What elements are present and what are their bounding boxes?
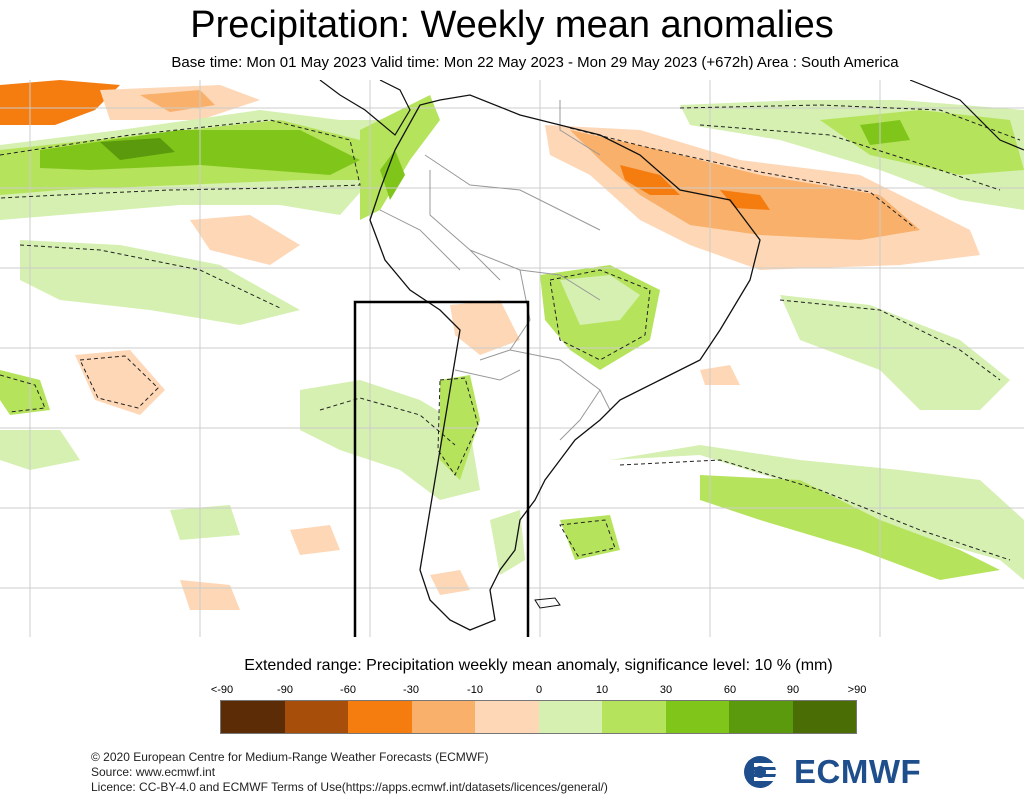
- focus-region-box: [353, 300, 530, 637]
- legend-color-swatch: [348, 701, 412, 733]
- dry-anomaly-patch: [75, 350, 165, 415]
- legend-color-swatch: [411, 701, 475, 733]
- legend-label: 60: [723, 684, 737, 696]
- legend-color-swatch: [475, 701, 539, 733]
- dry-anomaly-patch: [430, 570, 470, 595]
- legend-color-swatch: [538, 701, 602, 733]
- ecmwf-logo-icon: [744, 756, 788, 788]
- legend-title: Extended range: Precipitation weekly mea…: [244, 657, 833, 674]
- copyright-line: © 2020 European Centre for Medium-Range …: [91, 750, 489, 764]
- dry-anomaly-patch: [0, 80, 120, 125]
- lat-lon-grid: [0, 80, 1024, 637]
- legend-color-swatch: [729, 701, 793, 733]
- wet-anomaly-patch: [100, 138, 175, 160]
- legend-label: 10: [595, 684, 609, 696]
- legend-color-swatch: [221, 701, 285, 733]
- dry-anomaly-patch: [450, 300, 520, 355]
- precipitation-anomaly-map: [0, 80, 1024, 637]
- wet-anomaly-patch: [490, 510, 525, 575]
- chart-title: Precipitation: Weekly mean anomalies: [190, 4, 834, 46]
- legend-label: -10: [467, 684, 483, 696]
- ecmwf-logo-text: ECMWF: [794, 753, 922, 790]
- wet-anomaly-patch: [610, 445, 1024, 580]
- wet-anomaly-patch: [170, 505, 240, 540]
- wet-anomaly-patch: [700, 475, 1000, 580]
- country-borders: [379, 100, 611, 441]
- africa-coastline-fragment: [909, 80, 1024, 151]
- wet-anomaly-patch: [860, 120, 910, 145]
- falkland-islands: [534, 597, 561, 609]
- dry-anomaly-patch: [190, 215, 300, 265]
- legend-label: >90: [847, 684, 867, 696]
- significance-contours: [0, 104, 1021, 561]
- dry-anomaly-patch: [140, 90, 215, 112]
- wet-anomaly-patch: [780, 295, 1010, 410]
- legend-color-swatch: [665, 701, 729, 733]
- legend-label: -30: [403, 684, 419, 696]
- legend-label: 90: [786, 684, 800, 696]
- legend-color-swatch: [602, 701, 666, 733]
- licence-line: Licence: CC-BY-4.0 and ECMWF Terms of Us…: [91, 780, 608, 794]
- dry-anomaly-patch: [290, 525, 340, 555]
- legend-color-swatch: [792, 701, 856, 733]
- chart-subtitle: Base time: Mon 01 May 2023 Valid time: M…: [171, 54, 899, 71]
- legend-label: 0: [535, 684, 543, 696]
- wet-anomaly-patch: [300, 380, 480, 500]
- wet-anomaly-patch: [560, 515, 620, 560]
- legend-labels: <-90 -90 -60 -30 -10 0 10 30 60 90 >90: [0, 684, 1024, 698]
- dry-anomaly-patch: [700, 365, 740, 385]
- wet-anomaly-patch: [0, 430, 80, 470]
- legend-label: 30: [659, 684, 673, 696]
- source-line: Source: www.ecmwf.int: [91, 765, 216, 779]
- legend-label: <-90: [210, 684, 234, 696]
- ecmwf-logo: ECMWF: [742, 752, 952, 792]
- legend-colorbar: [220, 700, 857, 734]
- wet-anomaly-patch: [20, 240, 300, 325]
- legend-label: -60: [340, 684, 356, 696]
- south-america-coastline: [369, 94, 761, 631]
- legend-label: -90: [277, 684, 293, 696]
- wet-anomaly-patch: [0, 370, 50, 415]
- legend-color-swatch: [284, 701, 348, 733]
- footer-credits: © 2020 European Centre for Medium-Range …: [91, 750, 608, 795]
- central-america-coastline: [319, 80, 411, 136]
- dry-anomaly-patch: [720, 190, 770, 210]
- dry-anomaly-patch: [180, 580, 240, 610]
- dry-anomaly-regions: [0, 80, 980, 610]
- dry-anomaly-patch: [570, 130, 920, 240]
